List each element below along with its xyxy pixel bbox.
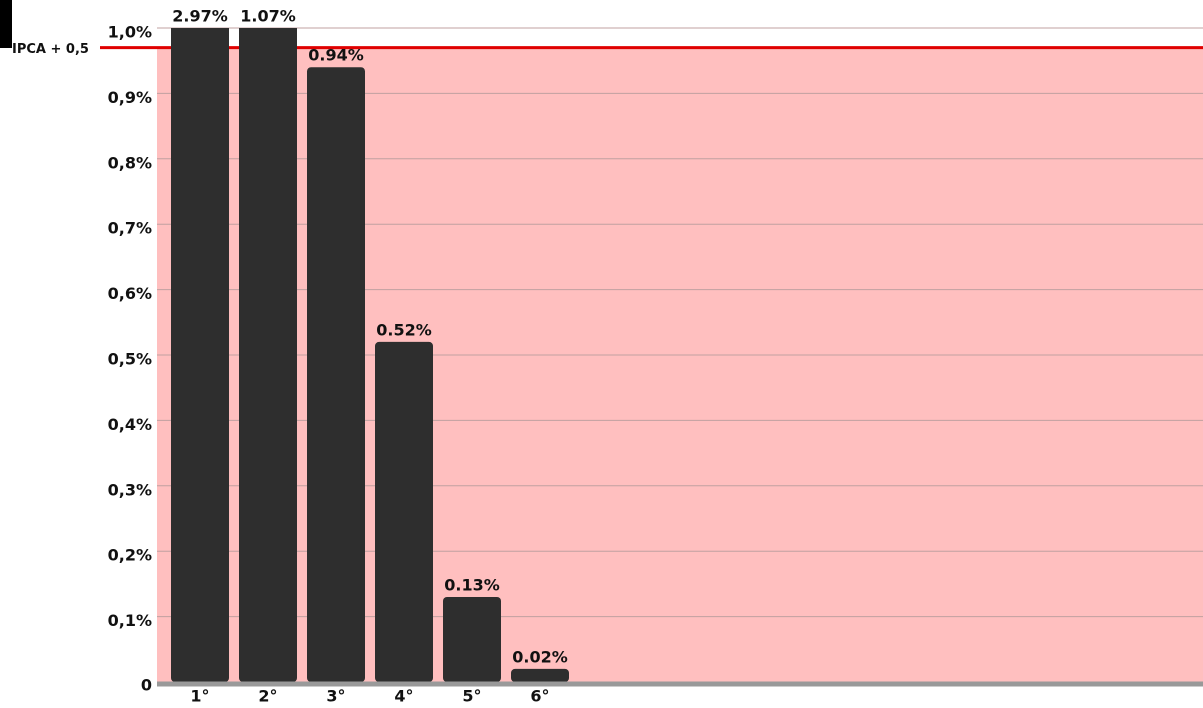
x-tick-label: 2° bbox=[258, 687, 277, 706]
x-tick-label: 1° bbox=[190, 687, 209, 706]
y-tick-label: 0 bbox=[141, 676, 152, 695]
x-tick-label: 4° bbox=[394, 687, 413, 706]
bar bbox=[171, 28, 229, 682]
y-tick-label: 0,2% bbox=[108, 546, 152, 565]
value-label: 0.94% bbox=[308, 46, 364, 65]
y-tick-label: 0,3% bbox=[108, 480, 152, 499]
y-tick-label: 0,8% bbox=[108, 153, 152, 172]
value-label: 0.02% bbox=[512, 647, 568, 666]
bar bbox=[307, 67, 365, 683]
y-tick-label: 0,4% bbox=[108, 415, 152, 434]
y-tick-label: 1,0% bbox=[108, 23, 152, 42]
bar bbox=[511, 668, 569, 682]
y-tick-label: 0,9% bbox=[108, 88, 152, 107]
edge-artifact bbox=[0, 0, 12, 48]
bars bbox=[171, 28, 569, 683]
value-label: 0.13% bbox=[444, 575, 500, 594]
x-tick-label: 5° bbox=[462, 687, 481, 706]
value-label: 0.52% bbox=[376, 320, 432, 339]
reference-label: IPCA + 0,5 bbox=[12, 42, 89, 57]
value-label: 1.07% bbox=[240, 7, 296, 26]
x-tick-label: 6° bbox=[530, 687, 549, 706]
y-tick-label: 0,6% bbox=[108, 284, 152, 303]
value-label: 2.97% bbox=[172, 7, 228, 26]
y-tick-label: 0,5% bbox=[108, 350, 152, 369]
y-tick-label: 0,1% bbox=[108, 611, 152, 630]
y-tick-label: 0,7% bbox=[108, 219, 152, 238]
bar bbox=[239, 28, 297, 682]
x-tick-label: 3° bbox=[326, 687, 345, 706]
bar bbox=[375, 341, 433, 682]
bar bbox=[443, 596, 501, 682]
